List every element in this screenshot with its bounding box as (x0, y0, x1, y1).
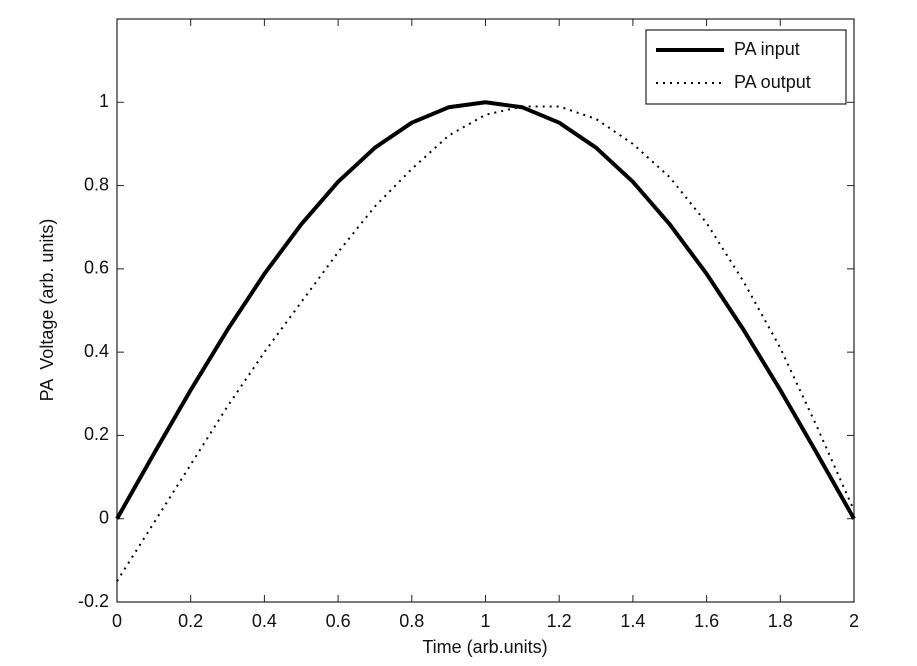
legend-label: PA input (734, 39, 800, 59)
x-tick-label: 1.8 (768, 611, 793, 631)
y-tick-label: 1 (99, 91, 109, 111)
y-tick-label: 0.2 (84, 424, 109, 444)
x-tick-label: 1.6 (694, 611, 719, 631)
legend-box (645, 29, 847, 105)
plot-frame (116, 18, 855, 603)
series-line (116, 105, 855, 582)
x-tick-label: 0.6 (326, 611, 351, 631)
y-tick-label: 0 (99, 507, 109, 527)
y-tick-label: 0.8 (84, 174, 109, 194)
x-tick-label: 0 (112, 611, 122, 631)
x-tick-label: 0.2 (178, 611, 203, 631)
series-line (115, 100, 856, 520)
y-axis-label: PA Voltage (arb. units) (37, 219, 57, 402)
x-tick-label: 0.4 (252, 611, 277, 631)
y-tick-label: -0.2 (78, 591, 109, 611)
legend-label: PA output (734, 72, 811, 92)
x-tick-label: 1.2 (547, 611, 572, 631)
x-tick-label: 0.8 (399, 611, 424, 631)
x-axis-label: Time (arb.units) (422, 637, 547, 657)
y-tick-label: 0.6 (84, 258, 109, 278)
y-tick-label: 0.4 (84, 341, 109, 361)
x-tick-label: 1.4 (620, 611, 645, 631)
x-tick-label: 1 (480, 611, 490, 631)
x-tick-label: 2 (849, 611, 859, 631)
